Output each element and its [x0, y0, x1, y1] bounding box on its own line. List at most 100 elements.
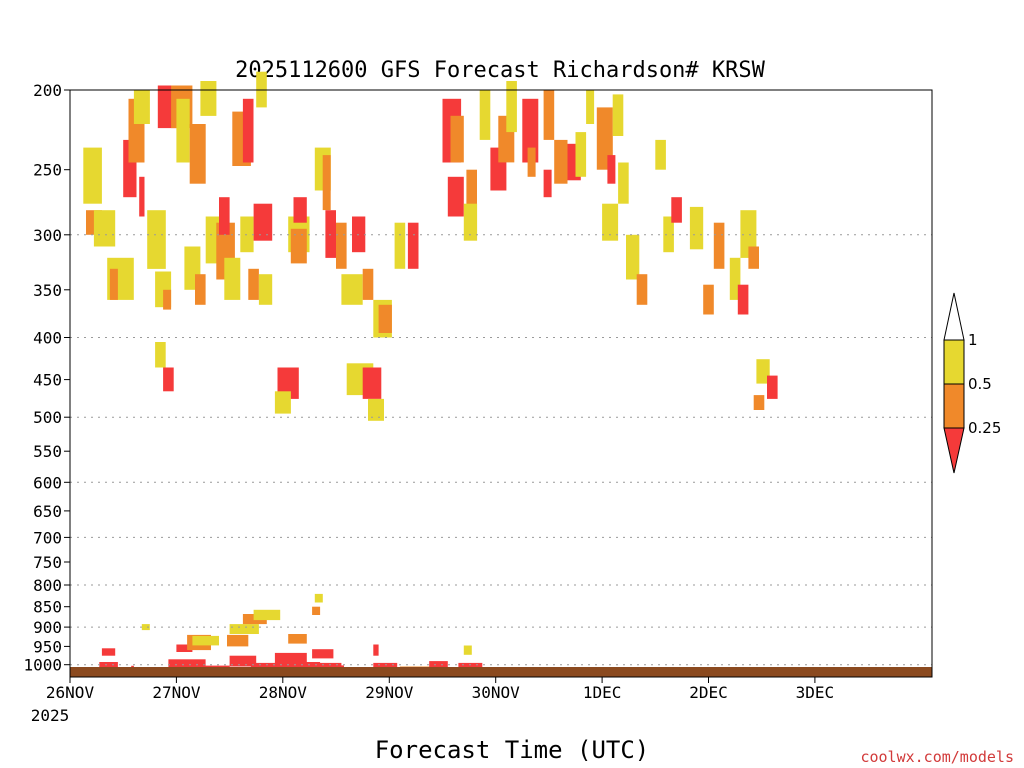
ri-cell-99	[612, 94, 624, 136]
y-axis: 200 250 300 350 400 450 500 550 600 650 700 750 800 8…	[23, 81, 70, 675]
ri-cell-48	[200, 81, 217, 116]
ri-cell-30	[83, 147, 102, 204]
ri-cell-19	[314, 662, 342, 670]
ri-cell-24	[373, 662, 398, 670]
ri-cell-9	[227, 634, 249, 647]
y-tick-label-900: 900	[33, 618, 62, 637]
plot-frame	[69, 89, 933, 678]
ri-cell-108	[689, 206, 704, 250]
ri-cell-7	[192, 635, 219, 646]
y-tick-label-500: 500	[33, 408, 62, 427]
ri-cell-42	[155, 342, 166, 368]
ri-cell-28	[458, 662, 483, 670]
ri-cell-89	[463, 203, 478, 241]
y-tick-label-800: 800	[33, 576, 62, 595]
y-tick-label-600: 600	[33, 473, 62, 492]
ri-cell-115	[756, 359, 770, 384]
ri-cell-106	[663, 216, 674, 253]
ri-cell-97	[586, 90, 595, 124]
chart-title: 2025112600 GFS Forecast Richardson# KRSW	[235, 58, 766, 83]
ri-cell-91	[527, 147, 536, 177]
ri-cell-38	[139, 176, 145, 217]
ri-cell-10	[229, 624, 259, 634]
ri-cell-103	[626, 234, 640, 280]
ri-cell-71	[341, 274, 363, 305]
ri-cell-54	[224, 257, 241, 300]
ri-cell-21	[312, 606, 321, 615]
ri-cell-34	[109, 268, 118, 300]
ri-cell-14	[250, 662, 305, 670]
ri-cell-77	[362, 367, 382, 399]
colorbar-high-swatch	[943, 339, 965, 385]
ri-cell-65	[290, 228, 307, 264]
x-axis-title: Forecast Time (UTC)	[375, 736, 650, 764]
ri-cell-116	[753, 395, 765, 410]
ri-cell-5	[176, 644, 193, 652]
ri-cell-47	[189, 124, 206, 184]
colorbar-mid-swatch	[943, 383, 965, 429]
x-tick-label-2DEC: 2DEC	[689, 683, 728, 702]
ri-cell-3	[141, 624, 150, 631]
ri-cell-105	[655, 139, 666, 170]
ri-cell-39	[147, 210, 166, 269]
x-tick-label-26NOV: 26NOV	[46, 683, 95, 702]
x-axis: 26NOV 27NOV 28NOV 29NOV 30NOV 1DEC 2DEC 3DEC	[46, 677, 834, 702]
ri-cell-75	[378, 304, 392, 333]
ri-cell-12	[253, 609, 281, 621]
colorbar-label-05: 0.5	[968, 375, 992, 393]
ri-cell-102	[607, 155, 616, 184]
ri-cell-83	[447, 176, 464, 217]
ri-cell-80	[407, 222, 419, 269]
ri-cell-82	[450, 115, 464, 163]
colorbar-label-1: 1	[968, 331, 978, 349]
colorbar-label-025: 0.25	[968, 419, 1001, 437]
ri-cell-13	[229, 655, 257, 667]
ri-cell-98	[596, 107, 613, 170]
ri-cell-107	[671, 197, 682, 223]
ri-cell-110	[713, 222, 725, 269]
y-tick-label-450: 450	[33, 371, 62, 390]
ri-cell-93	[543, 169, 552, 198]
y-tick-label-950: 950	[33, 637, 62, 656]
ri-cell-73	[362, 268, 374, 300]
x-tick-label-27NOV: 27NOV	[152, 683, 201, 702]
y-tick-label-300: 300	[33, 226, 62, 245]
colorbar-top-arrow	[943, 292, 965, 341]
ri-cell-111	[729, 257, 741, 300]
ri-cell-85	[479, 90, 491, 140]
ri-cell-79	[394, 222, 406, 269]
x-tick-label-28NOV: 28NOV	[259, 683, 308, 702]
ri-cell-117	[767, 375, 778, 399]
ri-cell-43	[163, 367, 174, 392]
y-tick-label-200: 200	[33, 81, 62, 100]
ri-cell-41	[163, 289, 172, 310]
y-tick-label-750: 750	[33, 553, 62, 572]
y-tick-label-1000: 1000	[23, 656, 62, 675]
ri-cell-88	[506, 81, 517, 133]
ri-cell-78	[368, 398, 384, 421]
ri-cell-32	[93, 210, 116, 247]
ri-cell-96	[575, 132, 587, 177]
ri-cell-92	[543, 90, 555, 140]
ri-cell-4	[168, 659, 206, 670]
ri-cell-69	[322, 155, 331, 211]
ri-cell-27	[429, 661, 448, 669]
richardson-cells	[83, 71, 778, 671]
y-tick-label-400: 400	[33, 329, 62, 348]
ri-cell-16	[293, 662, 321, 671]
ri-cell-37	[133, 90, 150, 124]
ri-cell-0	[99, 662, 118, 671]
ri-cell-70	[336, 222, 347, 269]
x-axis-year: 2025	[31, 706, 70, 725]
ground-strip	[70, 667, 932, 677]
ri-cell-90	[522, 98, 539, 163]
colorbar-bottom-arrow	[943, 427, 965, 474]
ri-cell-101	[602, 203, 619, 241]
ri-cell-20	[314, 593, 323, 603]
ri-cell-56	[242, 98, 254, 163]
ri-cell-59	[248, 268, 259, 300]
x-tick-label-1DEC: 1DEC	[583, 683, 622, 702]
y-tick-label-850: 850	[33, 598, 62, 617]
ri-cell-46	[176, 98, 190, 163]
